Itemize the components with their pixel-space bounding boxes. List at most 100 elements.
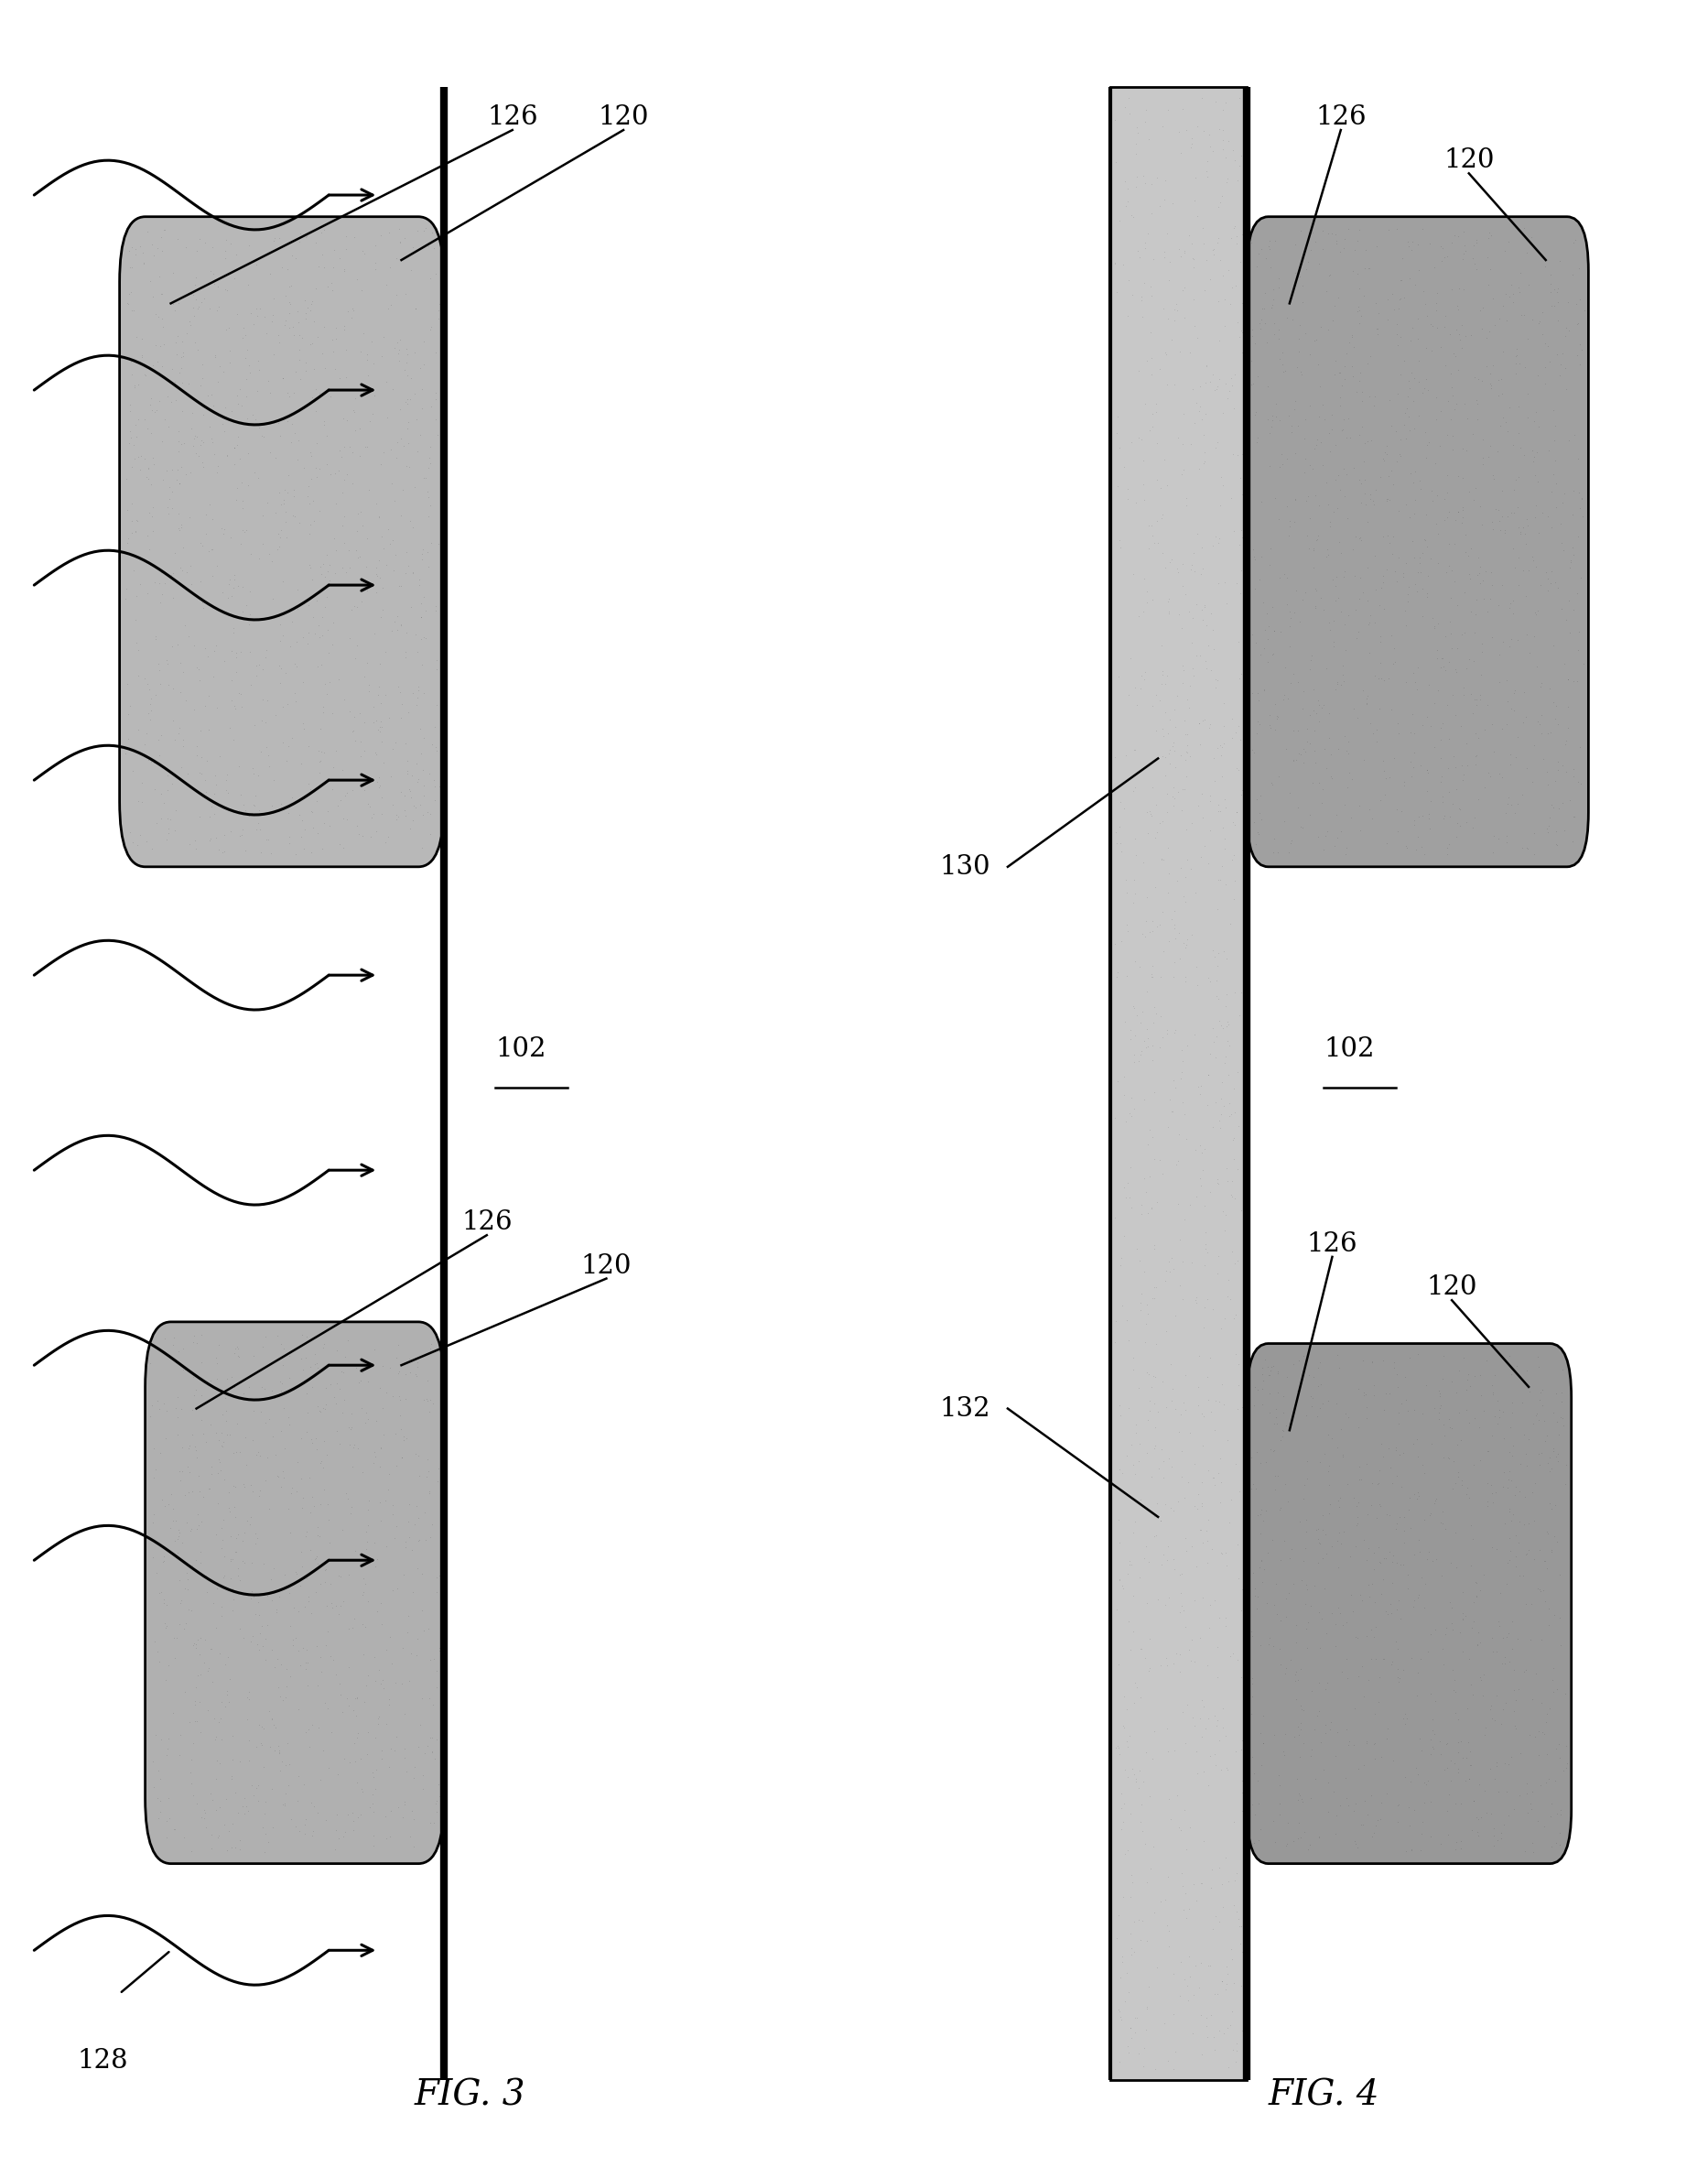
Point	[352, 1547, 379, 1582]
Point	[1500, 596, 1527, 631]
Point	[294, 479, 321, 514]
Point	[217, 1417, 244, 1452]
Point	[415, 230, 442, 264]
Point	[1266, 262, 1293, 297]
Point	[384, 1357, 412, 1391]
Point	[1132, 1530, 1160, 1565]
Point	[372, 1632, 400, 1666]
Point	[307, 1640, 335, 1675]
Text: 126: 126	[461, 1209, 512, 1235]
Point	[149, 301, 176, 336]
Point	[1267, 1604, 1295, 1638]
Point	[410, 533, 437, 568]
Point	[1483, 1532, 1510, 1567]
Point	[215, 1491, 243, 1526]
Point	[384, 1328, 412, 1363]
Point	[1566, 475, 1594, 509]
Point	[316, 379, 343, 414]
Point	[1310, 212, 1337, 247]
Point	[295, 516, 323, 550]
Point	[340, 394, 367, 429]
Point	[1108, 1289, 1136, 1324]
Point	[1220, 1070, 1247, 1105]
Text: 126: 126	[487, 104, 538, 130]
Point	[1435, 828, 1462, 862]
Point	[155, 470, 183, 505]
Point	[1278, 407, 1305, 442]
Point	[278, 719, 306, 754]
Point	[243, 247, 270, 282]
Point	[155, 667, 183, 702]
Point	[407, 787, 434, 821]
Point	[1156, 732, 1184, 767]
Point	[1414, 754, 1442, 789]
Point	[1428, 1493, 1455, 1528]
Point	[1469, 563, 1496, 598]
Point	[161, 1523, 188, 1558]
Point	[1199, 529, 1226, 563]
Point	[285, 1595, 313, 1630]
Point	[1139, 518, 1167, 553]
Point	[1382, 414, 1409, 449]
Point	[292, 1651, 319, 1686]
Point	[1172, 113, 1199, 147]
Point	[1243, 782, 1271, 817]
Point	[1486, 514, 1513, 548]
Point	[184, 1508, 212, 1543]
Point	[260, 1809, 287, 1844]
Point	[1213, 1718, 1240, 1753]
Point	[1293, 1610, 1320, 1645]
Point	[1209, 132, 1237, 167]
Point	[184, 652, 212, 687]
Point	[1102, 1101, 1129, 1136]
Point	[1151, 758, 1179, 793]
Point	[1476, 581, 1503, 615]
Point	[195, 533, 222, 568]
Point	[164, 221, 191, 256]
Point	[1559, 258, 1587, 293]
Point	[343, 808, 371, 843]
Point	[1307, 1526, 1334, 1560]
Point	[1276, 609, 1303, 644]
Point	[374, 290, 401, 325]
Point	[1247, 1747, 1274, 1781]
Point	[1436, 1764, 1464, 1799]
Point	[1342, 1827, 1370, 1861]
Point	[1170, 648, 1197, 683]
Point	[1436, 355, 1464, 390]
Point	[1148, 999, 1175, 1034]
Point	[1283, 743, 1310, 778]
Point	[424, 1653, 451, 1688]
Point	[1129, 594, 1156, 628]
Point	[1114, 1760, 1141, 1794]
Point	[1226, 1731, 1254, 1766]
Point	[1271, 1734, 1298, 1768]
Point	[138, 440, 166, 475]
Point	[1286, 1805, 1313, 1840]
Point	[1288, 358, 1315, 392]
Point	[417, 795, 444, 830]
Point	[1114, 1955, 1141, 1989]
Point	[217, 563, 244, 598]
Point	[1361, 1807, 1389, 1842]
Point	[1220, 1965, 1247, 2000]
Point	[174, 620, 202, 654]
Point	[1527, 303, 1554, 338]
Point	[149, 349, 176, 384]
Point	[1211, 310, 1238, 345]
Point	[161, 1621, 188, 1656]
Point	[1327, 1480, 1354, 1515]
Point	[1477, 1467, 1505, 1502]
Point	[1440, 739, 1467, 774]
Point	[1459, 241, 1486, 275]
Point	[1455, 641, 1483, 676]
Point	[1390, 397, 1418, 431]
Point	[1187, 1162, 1214, 1196]
Point	[389, 429, 417, 464]
Point	[1293, 711, 1320, 745]
Point	[1165, 1188, 1192, 1222]
Point	[1134, 973, 1161, 1008]
Point	[236, 598, 263, 633]
Point	[1450, 1339, 1477, 1374]
Point	[352, 1610, 379, 1645]
